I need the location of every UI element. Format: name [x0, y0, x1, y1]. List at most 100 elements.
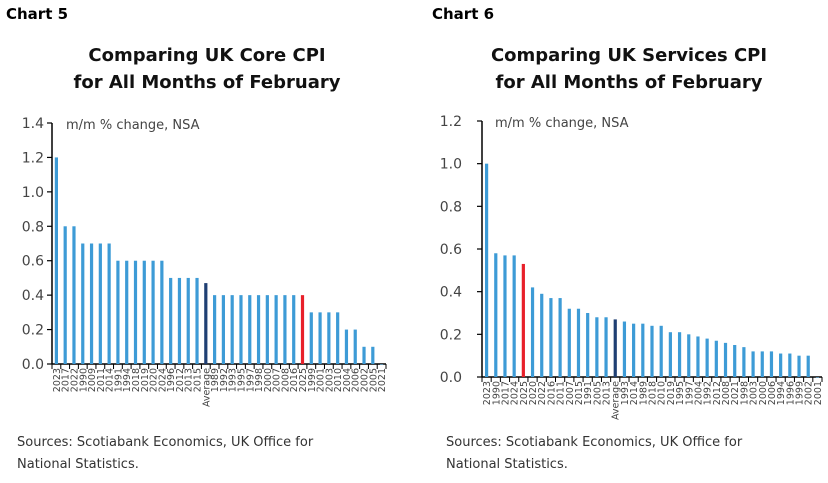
bar-2000 [760, 351, 764, 377]
chart-source: Sources: Scotiabank Economics, UK Office… [446, 432, 742, 476]
bar-1997 [248, 295, 252, 364]
x-tick-label: 2016 [289, 368, 300, 392]
chart-title-line2: for All Months of February [495, 72, 763, 93]
bar-2018 [650, 325, 654, 377]
x-tick-label: 2023 [52, 368, 63, 392]
x-tick-label: 1991 [583, 381, 594, 405]
bar-2007 [567, 308, 571, 377]
x-tick-label: 2022 [69, 368, 80, 392]
x-tick-label: 2015 [193, 368, 204, 392]
x-tick-label: 2021 [730, 381, 741, 405]
bar-2009 [89, 243, 94, 364]
x-tick-label: 2001 [813, 381, 824, 405]
x-tick-label: 1995 [675, 381, 686, 405]
bar-average [204, 283, 208, 364]
x-tick-label: 2012 [175, 368, 186, 392]
bar-2024 [512, 255, 516, 377]
x-tick-label: 2024 [510, 381, 521, 405]
bar-2016 [549, 298, 553, 377]
bar-average [613, 319, 617, 377]
x-tick-label: 2005 [592, 381, 603, 405]
x-tick-label: 2003 [749, 381, 760, 405]
bar-2013 [186, 277, 190, 364]
x-tick-label: 1998 [739, 381, 750, 405]
x-tick-label: 1995 [236, 368, 247, 392]
x-tick-label: 1993 [228, 368, 239, 392]
x-tick-label: 2001 [316, 368, 327, 392]
x-tick-label: 1994 [776, 381, 787, 405]
bar-2011 [98, 243, 102, 364]
bar-1991 [116, 260, 120, 364]
x-tick-label: 2025 [519, 381, 530, 405]
chart-number-label: Chart 6 [432, 5, 495, 23]
bar-2023 [484, 163, 489, 377]
source-line1: Sources: Scotiabank Economics, UK Office… [446, 435, 743, 450]
chart-5-panel: Chart 5 Comparing UK Core CPI for All Mo… [6, 5, 388, 476]
x-tick-label: 1989 [638, 381, 649, 405]
bar-2006 [353, 329, 357, 364]
x-tick-label: 2017 [500, 381, 511, 405]
x-tick-label: 2004 [693, 381, 704, 405]
x-tick-label: 2000 [263, 368, 274, 392]
bar-2002 [362, 346, 366, 364]
x-tick-label: 1996 [166, 368, 177, 392]
x-tick-label: 1994 [122, 368, 133, 392]
bar-2003 [327, 312, 331, 364]
bar-2005 [595, 317, 599, 377]
x-tick-label: 2013 [602, 381, 613, 405]
y-tick-label: 0.4 [440, 285, 462, 301]
y-tick-label: 1.0 [22, 185, 44, 201]
bar-1990 [494, 253, 498, 377]
bar-2021 [733, 345, 737, 377]
bar-2025 [521, 263, 525, 377]
x-tick-label: 1991 [113, 368, 124, 392]
bar-2019 [668, 332, 672, 377]
y-tick-label: 0.8 [22, 219, 44, 235]
x-tick-label: 1989 [210, 368, 221, 392]
x-tick-label: 2004 [342, 368, 353, 392]
x-tick-label: 2010 [657, 381, 668, 405]
bar-1996 [788, 353, 792, 377]
x-tick-label: 2006 [767, 381, 778, 405]
chart-title-line1: Comparing UK Services CPI [490, 45, 768, 66]
bar-2003 [751, 351, 755, 377]
bar-2014 [107, 243, 111, 364]
bar-1997 [687, 334, 691, 377]
y-tick-label: 1.0 [440, 157, 462, 173]
x-tick-label: Average [611, 381, 622, 420]
bar-1989 [213, 295, 217, 364]
bar-2007 [274, 295, 278, 364]
x-tick-label: 2014 [629, 381, 640, 405]
bar-1989 [641, 323, 645, 377]
bar-2014 [632, 323, 636, 377]
chart-source: Sources: Scotiabank Economics, UK Office… [17, 432, 313, 476]
bar-2021 [380, 364, 384, 365]
x-tick-label: Average [201, 368, 212, 407]
bar-1999 [797, 355, 801, 377]
x-tick-label: 2015 [574, 381, 585, 405]
bar-2011 [558, 298, 562, 377]
bar-1995 [677, 332, 682, 377]
x-tick-label: 2022 [537, 381, 548, 405]
x-tick-label: 2000 [758, 381, 769, 405]
x-tick-label: 1999 [307, 368, 318, 392]
y-tick-label: 1.4 [22, 116, 44, 132]
x-tick-label: 2020 [528, 381, 539, 405]
bar-2019 [142, 260, 146, 364]
x-tick-label: 2025 [298, 368, 309, 392]
bar-2025 [300, 295, 305, 364]
x-tick-label: 2013 [184, 368, 195, 392]
x-tick-label: 2020 [149, 368, 160, 392]
bar-2012 [714, 340, 718, 377]
x-tick-label: 2014 [105, 368, 116, 392]
x-tick-label: 1997 [684, 381, 695, 405]
x-tick-label: 1993 [620, 381, 631, 405]
bar-2023 [54, 157, 58, 364]
bar-1992 [221, 295, 225, 364]
y-tick-label: 0.4 [22, 288, 44, 304]
x-tick-label: 1999 [795, 381, 806, 405]
x-tick-label: 1992 [219, 368, 230, 392]
x-tick-label: 2007 [565, 381, 576, 405]
bar-2008 [723, 342, 728, 377]
bar-1999 [309, 312, 313, 364]
